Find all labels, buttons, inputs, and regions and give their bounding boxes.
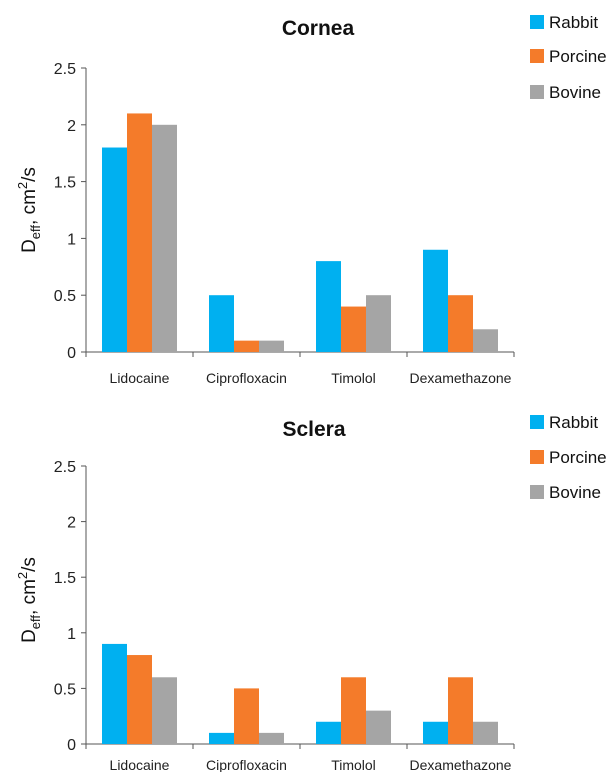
cornea-chart-title: Cornea <box>282 17 355 40</box>
cornea-bar-rabbit-ciprofloxacin <box>209 295 234 352</box>
sclera-bar-porcine-lidocaine <box>127 655 152 744</box>
cornea-bar-bovine-dexamethazone <box>473 329 498 352</box>
cornea-bar-bovine-ciprofloxacin <box>259 340 284 352</box>
cornea-y-tick-label: 0.5 <box>54 288 76 305</box>
cornea-bar-porcine-lidocaine <box>127 113 152 352</box>
cornea-category-label: Dexamethazone <box>410 370 512 386</box>
sclera-bar-bovine-lidocaine <box>152 677 177 744</box>
cornea-category-label: Lidocaine <box>110 370 170 386</box>
cornea-bar-porcine-timolol <box>341 306 366 352</box>
sclera-bar-bovine-dexamethazone <box>473 721 498 744</box>
sclera-bar-rabbit-ciprofloxacin <box>209 732 234 744</box>
sclera-bar-bovine-timolol <box>366 710 391 744</box>
cornea-chart-svg: Cornea 0 0.5 1 1.5 2 2.5 Deff, cm2/s Lidocaine Ci… <box>15 13 607 386</box>
sclera-legend-swatch-rabbit <box>530 415 544 429</box>
cornea-bar-bovine-lidocaine <box>152 124 177 352</box>
cornea-chart: Cornea 0 0.5 1 1.5 2 2.5 Deff, cm2/s Lidocaine Ci… <box>15 13 607 386</box>
sclera-bar-rabbit-dexamethazone <box>423 721 448 744</box>
cornea-y-tick-label: 2.5 <box>54 61 76 78</box>
cornea-y-tick-label: 0 <box>67 345 76 362</box>
sclera-legend-label-porcine: Porcine <box>549 448 607 467</box>
sclera-bar-rabbit-lidocaine <box>102 643 127 744</box>
cornea-category-label: Ciprofloxacin <box>206 370 287 386</box>
sclera-bar-porcine-timolol <box>341 677 366 744</box>
sclera-chart-title: Sclera <box>282 418 345 441</box>
cornea-legend-swatch-porcine <box>530 49 544 63</box>
cornea-y-tick-label: 2 <box>67 118 76 135</box>
sclera-chart-svg: Sclera 0 0.5 1 1.5 2 2.5 Deff, cm2/s Lidocaine Ci… <box>15 413 607 772</box>
cornea-legend-swatch-bovine <box>530 85 544 99</box>
sclera-y-tick-label: 1.5 <box>54 570 76 587</box>
sclera-y-tick-label: 2 <box>67 515 76 532</box>
sclera-legend-swatch-porcine <box>530 450 544 464</box>
sclera-bar-porcine-dexamethazone <box>448 677 473 744</box>
cornea-bar-porcine-dexamethazone <box>448 295 473 352</box>
sclera-bar-porcine-ciprofloxacin <box>234 688 259 744</box>
cornea-bar-rabbit-dexamethazone <box>423 249 448 352</box>
cornea-y-axis-label: Deff, cm2/s <box>15 167 43 253</box>
cornea-legend-label-rabbit: Rabbit <box>549 13 598 32</box>
sclera-category-label: Ciprofloxacin <box>206 757 287 772</box>
sclera-legend-label-bovine: Bovine <box>549 483 601 502</box>
sclera-bar-bovine-ciprofloxacin <box>259 732 284 744</box>
cornea-bar-rabbit-timolol <box>316 261 341 352</box>
sclera-y-axis-label: Deff, cm2/s <box>15 557 43 643</box>
cornea-bar-porcine-ciprofloxacin <box>234 340 259 352</box>
cornea-legend-label-bovine: Bovine <box>549 83 601 102</box>
sclera-y-tick-label: 0.5 <box>54 681 76 698</box>
cornea-bar-rabbit-lidocaine <box>102 147 127 352</box>
cornea-y-tick-label: 1.5 <box>54 175 76 192</box>
sclera-legend-label-rabbit: Rabbit <box>549 413 598 432</box>
sclera-legend-swatch-bovine <box>530 485 544 499</box>
cornea-legend-label-porcine: Porcine <box>549 47 607 66</box>
cornea-y-tick-label: 1 <box>67 231 76 248</box>
cornea-legend-swatch-rabbit <box>530 15 544 29</box>
sclera-category-label: Lidocaine <box>110 757 170 772</box>
sclera-category-label: Timolol <box>331 757 376 772</box>
sclera-chart: Sclera 0 0.5 1 1.5 2 2.5 Deff, cm2/s Lidocaine Ci… <box>0 392 615 772</box>
sclera-y-tick-label: 2.5 <box>54 459 76 476</box>
sclera-bar-rabbit-timolol <box>316 721 341 744</box>
cornea-category-label: Timolol <box>331 370 376 386</box>
sclera-category-label: Dexamethazone <box>410 757 512 772</box>
sclera-y-tick-label: 1 <box>67 626 76 643</box>
cornea-bar-bovine-timolol <box>366 295 391 352</box>
sclera-y-tick-label: 0 <box>67 737 76 754</box>
